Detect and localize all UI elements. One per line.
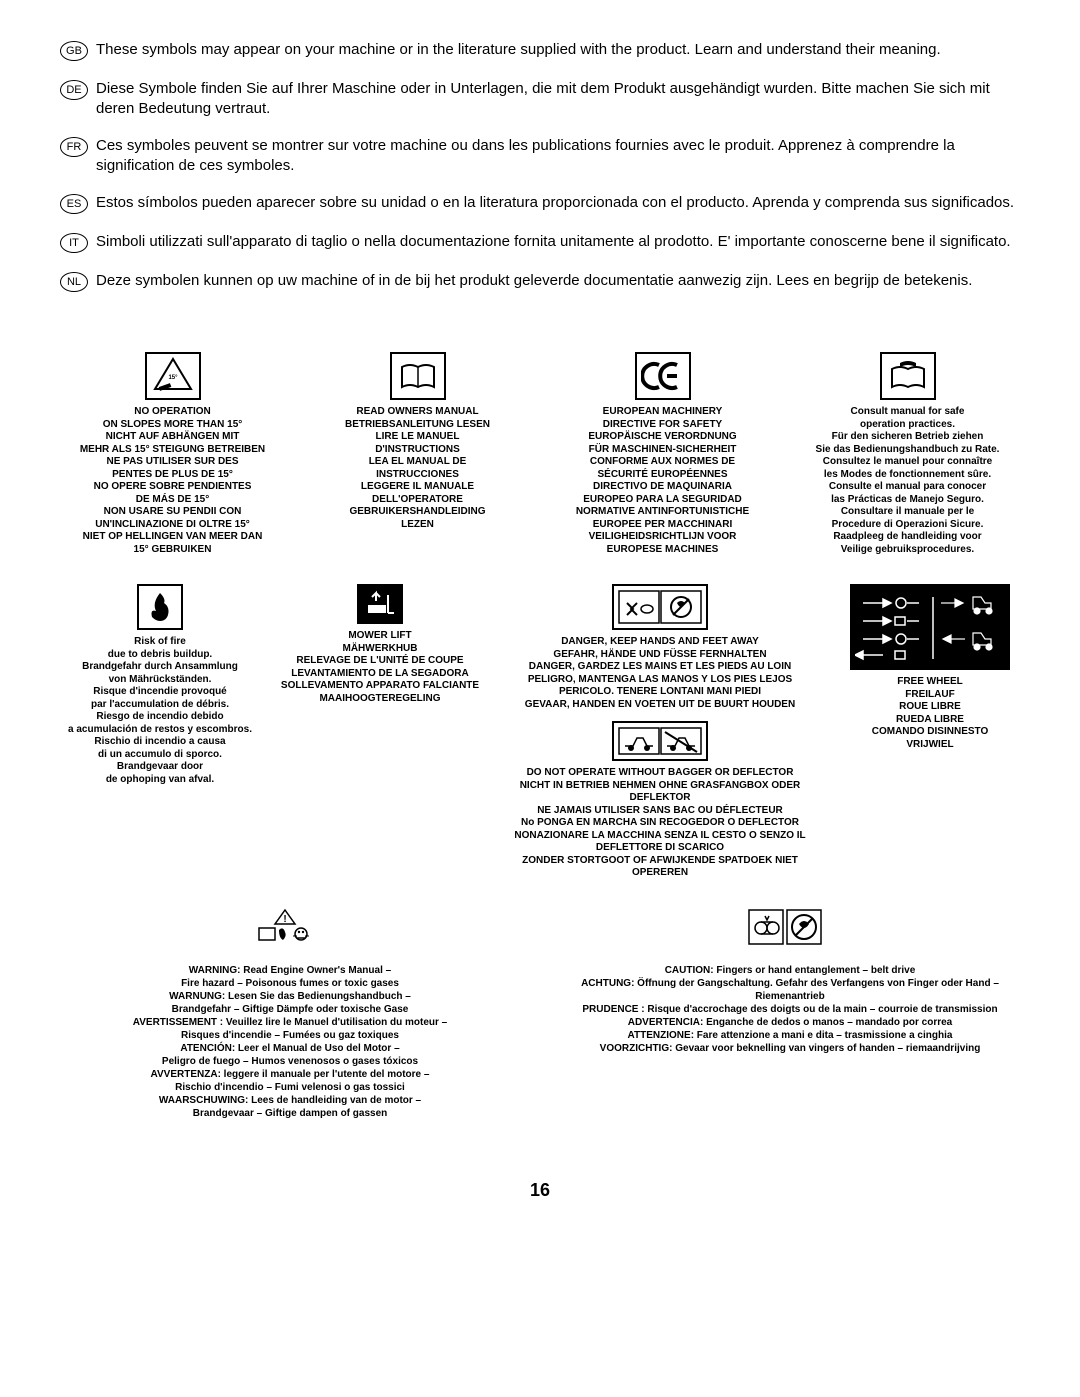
intro-row: FR Ces symboles peuvent se montrer sur v… [60,136,1020,175]
intro-row: IT Simboli utilizzati sull'apparato di t… [60,232,1020,253]
intro-text: These symbols may appear on your machine… [96,40,1020,60]
cell-manual: READ OWNERS MANUALBETRIEBSANLEITUNG LESE… [305,352,530,531]
cell-freewheel: FREE WHEELFREILAUFROUE LIBRERUEDA LIBREC… [840,584,1020,751]
freewheel-icon [850,584,1010,670]
lang-badge-de: DE [60,80,88,100]
intro-text: Ces symboles peuvent se montrer sur votr… [96,136,1020,175]
ce-icon [635,352,691,400]
fire-caption: Risk of firedue to debris buildup.Brandg… [60,636,260,786]
svg-text:!: ! [283,914,286,925]
intro-row: ES Estos símbolos pueden aparecer sobre … [60,193,1020,214]
manual-icon [390,352,446,400]
symbol-row-1: 15° NO OPERATIONON SLOPES MORE THAN 15°N… [60,352,1020,556]
svg-text:15°: 15° [168,375,178,381]
intro-row: DE Diese Symbole finden Sie auf Ihrer Ma… [60,79,1020,118]
belt-caution-icon [747,908,833,956]
symbols-area: 15° NO OPERATIONON SLOPES MORE THAN 15°N… [60,352,1020,1120]
engine-warning-icon: ! [255,908,325,956]
ce-caption: EUROPEAN MACHINERYDIRECTIVE FOR SAFETYEU… [550,406,775,556]
manual-caption: READ OWNERS MANUALBETRIEBSANLEITUNG LESE… [305,406,530,531]
belt-caution-caption: CAUTION: Fingers or hand entanglement – … [560,964,1020,1055]
intro-row: NL Deze symbolen kunnen op uw machine of… [60,271,1020,292]
cell-engine-warning: ! WARNING: Read Engine Owner's Manual –F… [60,908,520,1120]
intro-row: GB These symbols may appear on your mach… [60,40,1020,61]
consult-caption: Consult manual for safeoperation practic… [795,406,1020,556]
symbol-row-2: Risk of firedue to debris buildup.Brandg… [60,584,1020,880]
cell-belt-caution: CAUTION: Fingers or hand entanglement – … [560,908,1020,1055]
slope-icon: 15° [145,352,201,400]
lift-icon [357,584,403,624]
page-number: 16 [60,1180,1020,1201]
cell-danger-bagger: DANGER, KEEP HANDS AND FEET AWAYGEFAHR, … [500,584,820,880]
intro-text: Estos símbolos pueden aparecer sobre su … [96,193,1020,213]
slope-caption: NO OPERATIONON SLOPES MORE THAN 15°NICHT… [60,406,285,556]
cell-slope: 15° NO OPERATIONON SLOPES MORE THAN 15°N… [60,352,285,556]
bagger-caption: DO NOT OPERATE WITHOUT BAGGER OR DEFLECT… [500,767,820,880]
lang-badge-gb: GB [60,41,88,61]
intro-list: GB These symbols may appear on your mach… [60,40,1020,292]
lift-caption: MOWER LIFTMÄHWERKHUBRELEVAGE DE L'UNITÉ … [280,630,480,705]
consult-icon [880,352,936,400]
intro-text: Diese Symbole finden Sie auf Ihrer Masch… [96,79,1020,118]
cell-fire: Risk of firedue to debris buildup.Brandg… [60,584,260,786]
fire-icon [137,584,183,630]
lang-badge-fr: FR [60,137,88,157]
freewheel-caption: FREE WHEELFREILAUFROUE LIBRERUEDA LIBREC… [840,676,1020,751]
danger-caption: DANGER, KEEP HANDS AND FEET AWAYGEFAHR, … [500,636,820,711]
lang-badge-es: ES [60,194,88,214]
intro-text: Simboli utilizzati sull'apparato di tagl… [96,232,1020,252]
cell-consult: Consult manual for safeoperation practic… [795,352,1020,556]
danger-icon [612,584,708,630]
lang-badge-it: IT [60,233,88,253]
cell-ce: EUROPEAN MACHINERYDIRECTIVE FOR SAFETYEU… [550,352,775,556]
lang-badge-nl: NL [60,272,88,292]
symbol-row-3: ! WARNING: Read Engine Owner's Manual –F… [60,908,1020,1120]
cell-lift: MOWER LIFTMÄHWERKHUBRELEVAGE DE L'UNITÉ … [280,584,480,705]
intro-text: Deze symbolen kunnen op uw machine of in… [96,271,1020,291]
engine-warning-caption: WARNING: Read Engine Owner's Manual –Fir… [60,964,520,1120]
bagger-icon [612,721,708,761]
